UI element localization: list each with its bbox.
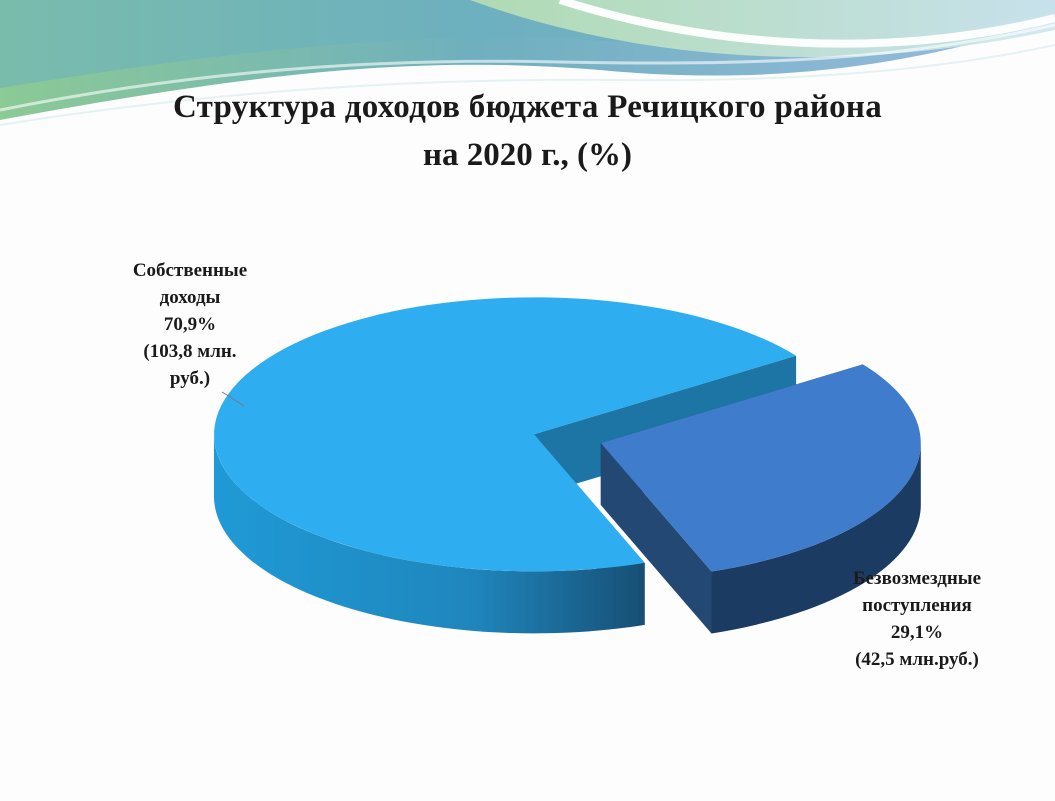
label-line: (42,5 млн.руб.): [855, 649, 979, 670]
label-line: доходы: [159, 287, 221, 308]
slice-grants-side: [711, 443, 921, 634]
slice-label-own-revenue: Собственные доходы 70,9% (103,8 млн. руб…: [100, 257, 280, 392]
slice-grants: [600, 364, 921, 572]
slice-label-grants: Безвозмездные поступления 29,1% (42,5 мл…: [802, 565, 1032, 673]
slice-own-revenue-side: [213, 434, 645, 634]
slice-grants-cut-face: [600, 443, 712, 634]
label-line: руб.): [169, 368, 211, 389]
label-value: 70,9%: [163, 314, 217, 335]
label-leader-line: [221, 391, 245, 407]
label-value: 29,1%: [890, 622, 944, 643]
slice-own-revenue: [214, 297, 797, 572]
chart-title-line-2: на 2020 г., (%): [422, 137, 632, 173]
label-line: Собственные: [132, 260, 248, 281]
chart-title-line-1: Структура доходов бюджета Речицкого райо…: [172, 89, 883, 125]
pie-chart: [213, 297, 921, 634]
header-wave: [0, 0, 1055, 126]
label-line: поступления: [862, 595, 972, 616]
label-line: Безвозмездные: [852, 568, 982, 589]
label-line: (103,8 млн.: [143, 341, 237, 362]
